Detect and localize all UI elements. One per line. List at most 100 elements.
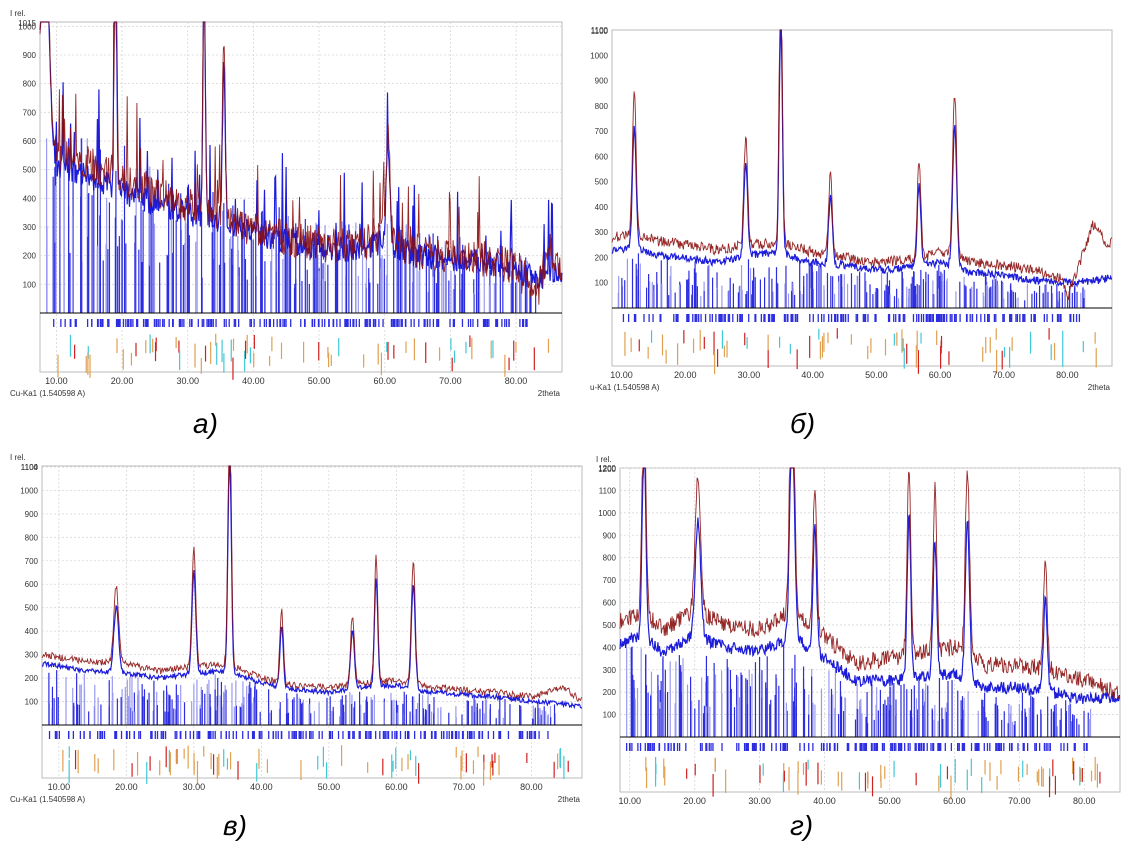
x-tick-label: 40.00: [250, 782, 273, 792]
x-tick-label: 40.00: [801, 370, 824, 380]
x-tick-label: 10.00: [618, 796, 641, 806]
x-tick-label: 10.00: [48, 782, 71, 792]
x-tick-label: 50.00: [308, 376, 331, 386]
y-tick-label: 400: [23, 194, 37, 203]
panel-g: 100 200 300 400 500 600 700 800 900 1000 1100 1200 1…: [596, 455, 1121, 806]
y-tick-label: 1000: [20, 486, 38, 495]
y-tick-label: 1000: [590, 51, 608, 60]
phase-ticks-row-1: [48, 731, 549, 739]
y-tick-label: 700: [25, 557, 39, 566]
calculated-pattern-line: [39, 21, 563, 305]
phase-ticks-row-2: [62, 745, 569, 786]
y-top-label: 1015: [18, 19, 36, 28]
y-tick-label: 200: [603, 688, 617, 697]
y-tick-label: 600: [595, 152, 609, 161]
y-tick-label: 100: [595, 279, 609, 288]
panel-v: 100 200 300 400 500 600 700 800 900 1000 11001104I…: [10, 453, 583, 804]
caption-b: б): [790, 408, 816, 439]
y-tick-label: 300: [595, 228, 609, 237]
phase-ticks-row-1: [622, 314, 1081, 322]
x-tick-label: 40.00: [813, 796, 836, 806]
phase-ticks-row-2: [57, 333, 550, 380]
y-tick-label: 700: [23, 108, 37, 117]
x-tick-label: 30.00: [183, 782, 206, 792]
y-tick-label: 900: [595, 77, 609, 86]
x-axis-label: 2theta: [538, 389, 561, 398]
x-tick-label: 50.00: [318, 782, 341, 792]
y-tick-label: 1100: [599, 486, 617, 495]
y-tick-label: 900: [25, 510, 39, 519]
x-tick-label: 50.00: [878, 796, 901, 806]
x-tick-label: 60.00: [929, 370, 952, 380]
x-tick-label: 70.00: [453, 782, 476, 792]
y-tick-label: 200: [23, 252, 37, 261]
y-tick-label: 400: [595, 203, 609, 212]
x-tick-label: 80.00: [1056, 370, 1079, 380]
x-tick-label: 60.00: [373, 376, 396, 386]
y-tick-label: 700: [603, 576, 617, 585]
y-tick-label: 300: [603, 666, 617, 675]
y-top-label: 1200: [598, 465, 616, 474]
y-tick-label: 300: [23, 223, 37, 232]
caption-g: г): [790, 810, 814, 841]
x-tick-label: 10.00: [45, 376, 68, 386]
y-tick-label: 300: [25, 651, 39, 660]
y-axis-label: I rel.: [10, 453, 26, 462]
phase-ticks-row-2: [624, 328, 1097, 375]
caption-v: в): [223, 810, 247, 841]
calculated-pattern-line: [619, 467, 1121, 701]
x-tick-label: 70.00: [992, 370, 1015, 380]
x-axis-label: 2theta: [558, 795, 581, 804]
reference-bars: [617, 253, 1086, 308]
y-tick-label: 200: [25, 674, 39, 683]
y-tick-label: 600: [25, 580, 39, 589]
y-tick-label: 800: [595, 102, 609, 111]
caption-a: а): [193, 408, 218, 439]
y-tick-label: 100: [603, 711, 617, 720]
y-tick-label: 800: [603, 554, 617, 563]
x-axis-label: 2theta: [1088, 383, 1111, 392]
measured-pattern-line: [611, 29, 1112, 288]
measured-pattern-line: [39, 21, 563, 289]
radiation-label: Cu-Ka1 (1.540598 A): [10, 389, 85, 398]
y-tick-label: 200: [595, 253, 609, 262]
x-tick-label: 20.00: [111, 376, 134, 386]
x-tick-label: 70.00: [1008, 796, 1031, 806]
x-tick-label: 20.00: [115, 782, 138, 792]
x-tick-label: 80.00: [505, 376, 528, 386]
plot-frame: [41, 465, 583, 779]
y-tick-label: 800: [25, 533, 39, 542]
y-tick-label: 900: [23, 51, 37, 60]
y-top-label: 1100: [591, 27, 609, 36]
y-tick-label: 600: [23, 137, 37, 146]
y-tick-label: 600: [603, 599, 617, 608]
measured-pattern-line: [619, 467, 1120, 705]
calculated-pattern-line: [611, 29, 1113, 301]
reference-bars: [626, 644, 1092, 737]
x-tick-label: 80.00: [520, 782, 543, 792]
x-tick-label: 10.00: [610, 370, 633, 380]
y-tick-label: 1100: [591, 26, 609, 35]
y-tick-label: 400: [603, 643, 617, 652]
y-tick-label: 800: [23, 80, 37, 89]
x-tick-label: 40.00: [242, 376, 265, 386]
phase-ticks-row-1: [625, 743, 1088, 751]
y-tick-label: 100: [23, 280, 37, 289]
y-tick-label: 500: [603, 621, 617, 630]
y-axis-label: I rel.: [596, 455, 612, 464]
y-tick-label: 1000: [598, 509, 616, 518]
y-tick-label: 1100: [21, 463, 39, 472]
x-tick-label: 60.00: [385, 782, 408, 792]
y-tick-label: 500: [25, 604, 39, 613]
radiation-label: Cu-Ka1 (1.540598 A): [10, 795, 85, 804]
y-tick-label: 1200: [598, 464, 616, 473]
x-tick-label: 20.00: [683, 796, 706, 806]
y-tick-label: 900: [603, 531, 617, 540]
x-tick-label: 20.00: [674, 370, 697, 380]
reference-bars: [48, 670, 556, 725]
x-tick-label: 60.00: [943, 796, 966, 806]
x-tick-label: 80.00: [1073, 796, 1096, 806]
x-tick-label: 30.00: [748, 796, 771, 806]
